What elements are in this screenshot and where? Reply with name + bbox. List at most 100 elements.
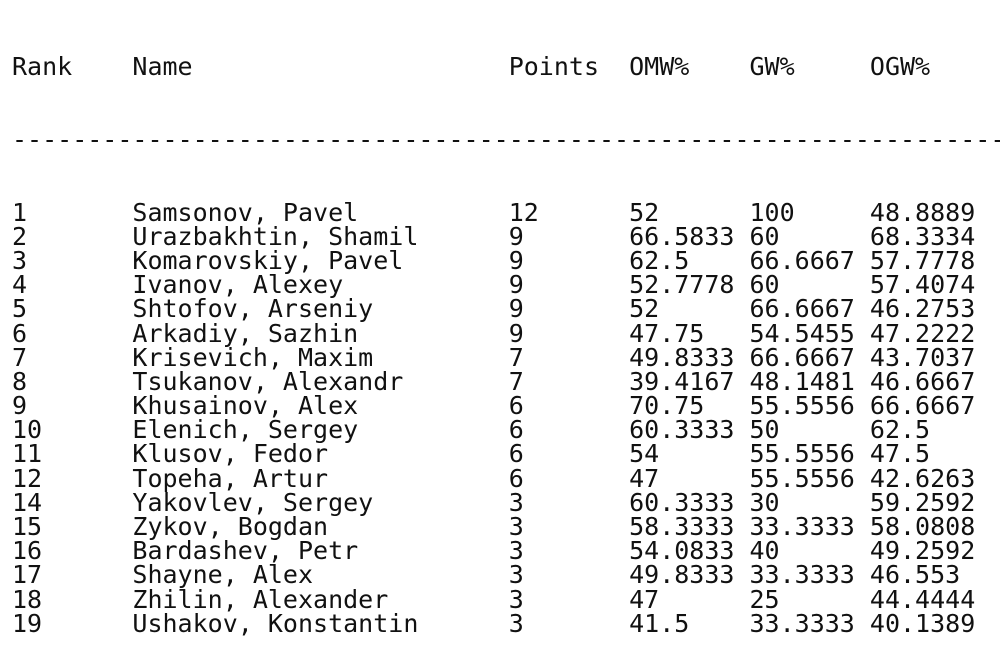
cell-points: 9 bbox=[508, 294, 524, 324]
cell-omw: 54 bbox=[629, 439, 660, 469]
cell-points: 12 bbox=[508, 197, 539, 227]
cell-omw: 62.5 bbox=[629, 245, 690, 275]
cell-points: 3 bbox=[508, 560, 524, 590]
cell-rank: 11 bbox=[12, 439, 43, 469]
cell-rank: 14 bbox=[12, 487, 43, 517]
cell-ogw: 57.4074 bbox=[869, 270, 976, 300]
table-row: 18 Zhilin, Alexander 3 47 25 44.4444 bbox=[12, 584, 1000, 614]
cell-name: Zhilin, Alexander bbox=[132, 584, 389, 614]
cell-name: Shayne, Alex bbox=[132, 560, 314, 590]
cell-omw: 52 bbox=[629, 197, 660, 227]
cell-points: 3 bbox=[508, 487, 524, 517]
cell-ogw: 59.2592 bbox=[869, 487, 976, 517]
cell-name: Komarovskiy, Pavel bbox=[132, 245, 404, 275]
cell-rank: 7 bbox=[12, 342, 28, 372]
cell-omw: 47.75 bbox=[629, 318, 705, 348]
table-row: 17 Shayne, Alex 3 49.8333 33.3333 46.553 bbox=[12, 560, 1000, 590]
cell-name: Zykov, Bogdan bbox=[132, 512, 329, 542]
cell-points: 9 bbox=[508, 270, 524, 300]
cell-rank: 12 bbox=[12, 463, 43, 493]
cell-name: Samsonov, Pavel bbox=[132, 197, 359, 227]
cell-name: Krisevich, Maxim bbox=[132, 342, 374, 372]
table-row: 14 Yakovlev, Sergey 3 60.3333 30 59.2592 bbox=[12, 487, 1000, 517]
cell-name: Ivanov, Alexey bbox=[132, 270, 344, 300]
cell-points: 3 bbox=[508, 608, 524, 638]
cell-rank: 8 bbox=[12, 366, 28, 396]
table-row: 2 Urazbakhtin, Shamil 9 66.5833 60 68.3334 bbox=[12, 221, 1000, 251]
table-row: 7 Krisevich, Maxim 7 49.8333 66.6667 43.7037 bbox=[12, 342, 1000, 372]
cell-points: 9 bbox=[508, 245, 524, 275]
cell-rank: 4 bbox=[12, 270, 28, 300]
cell-gw: 40 bbox=[749, 536, 780, 566]
cell-ogw: 62.5 bbox=[869, 415, 931, 445]
cell-omw: 60.3333 bbox=[629, 415, 735, 445]
cell-points: 6 bbox=[508, 439, 524, 469]
table-row: 16 Bardashev, Petr 3 54.0833 40 49.2592 bbox=[12, 536, 1000, 566]
cell-gw: 54.5455 bbox=[749, 318, 855, 348]
cell-gw: 60 bbox=[749, 221, 780, 251]
cell-gw: 48.1481 bbox=[749, 366, 855, 396]
cell-name: Tsukanov, Alexandr bbox=[132, 366, 404, 396]
cell-omw: 49.8333 bbox=[629, 342, 735, 372]
table-row: 4 Ivanov, Alexey 9 52.7778 60 57.4074 bbox=[12, 270, 1000, 300]
cell-points: 3 bbox=[508, 512, 524, 542]
cell-omw: 66.5833 bbox=[629, 221, 735, 251]
cell-gw: 55.5556 bbox=[749, 391, 855, 421]
header-rank: Rank bbox=[12, 52, 73, 82]
cell-gw: 100 bbox=[749, 197, 795, 227]
cell-name: Ushakov, Konstantin bbox=[132, 608, 419, 638]
cell-points: 9 bbox=[508, 318, 524, 348]
header-ogw: OGW% bbox=[869, 52, 931, 82]
cell-points: 6 bbox=[508, 463, 524, 493]
cell-ogw: 42.6263 bbox=[869, 463, 976, 493]
header-points: Points bbox=[508, 52, 599, 82]
cell-points: 3 bbox=[508, 536, 524, 566]
table-row: 12 Topeha, Artur 6 47 55.5556 42.6263 bbox=[12, 463, 1000, 493]
cell-omw: 54.0833 bbox=[629, 536, 735, 566]
cell-name: Topeha, Artur bbox=[132, 463, 329, 493]
cell-points: 7 bbox=[508, 366, 524, 396]
table-row: 5 Shtofov, Arseniy 9 52 66.6667 46.2753 bbox=[12, 294, 1000, 324]
cell-ogw: 49.2592 bbox=[869, 536, 976, 566]
table-row: 10 Elenich, Sergey 6 60.3333 50 62.5 bbox=[12, 415, 1000, 445]
cell-gw: 66.6667 bbox=[749, 294, 855, 324]
cell-rank: 1 bbox=[12, 197, 28, 227]
table-row: 6 Arkadiy, Sazhin 9 47.75 54.5455 47.2222 bbox=[12, 318, 1000, 348]
table-row: 1 Samsonov, Pavel 12 52 100 48.8889 bbox=[12, 197, 1000, 227]
cell-gw: 55.5556 bbox=[749, 463, 855, 493]
cell-name: Klusov, Fedor bbox=[132, 439, 329, 469]
header-gw: GW% bbox=[749, 52, 795, 82]
cell-gw: 33.3333 bbox=[749, 512, 855, 542]
cell-ogw: 46.2753 bbox=[869, 294, 976, 324]
cell-rank: 16 bbox=[12, 536, 43, 566]
cell-ogw: 44.4444 bbox=[869, 584, 976, 614]
cell-gw: 66.6667 bbox=[749, 342, 855, 372]
cell-name: Khusainov, Alex bbox=[132, 391, 359, 421]
cell-ogw: 47.5 bbox=[869, 439, 931, 469]
cell-gw: 55.5556 bbox=[749, 439, 855, 469]
table-body: 1 Samsonov, Pavel 12 52 100 48.8889 2 Urazbakht… bbox=[12, 197, 1000, 638]
table-row: 15 Zykov, Bogdan 3 58.3333 33.3333 58.0808 bbox=[12, 512, 1000, 542]
cell-name: Elenich, Sergey bbox=[132, 415, 359, 445]
cell-name: Yakovlev, Sergey bbox=[132, 487, 374, 517]
cell-gw: 33.3333 bbox=[749, 608, 855, 638]
cell-gw: 30 bbox=[749, 487, 780, 517]
cell-name: Shtofov, Arseniy bbox=[132, 294, 374, 324]
cell-ogw: 46.6667 bbox=[869, 366, 976, 396]
cell-omw: 60.3333 bbox=[629, 487, 735, 517]
cell-ogw: 40.1389 bbox=[869, 608, 976, 638]
cell-gw: 50 bbox=[749, 415, 780, 445]
cell-ogw: 68.3334 bbox=[869, 221, 976, 251]
cell-ogw: 57.7778 bbox=[869, 245, 976, 275]
cell-omw: 58.3333 bbox=[629, 512, 735, 542]
cell-gw: 66.6667 bbox=[749, 245, 855, 275]
cell-omw: 47 bbox=[629, 463, 660, 493]
header-name: Name bbox=[132, 52, 193, 82]
cell-rank: 17 bbox=[12, 560, 43, 590]
table-row: 11 Klusov, Fedor 6 54 55.5556 47.5 bbox=[12, 439, 1000, 469]
cell-omw: 52.7778 bbox=[629, 270, 735, 300]
cell-omw: 41.5 bbox=[629, 608, 690, 638]
cell-name: Bardashev, Petr bbox=[132, 536, 359, 566]
separator-line: ----------------------------------------… bbox=[12, 128, 1000, 153]
cell-omw: 47 bbox=[629, 584, 660, 614]
